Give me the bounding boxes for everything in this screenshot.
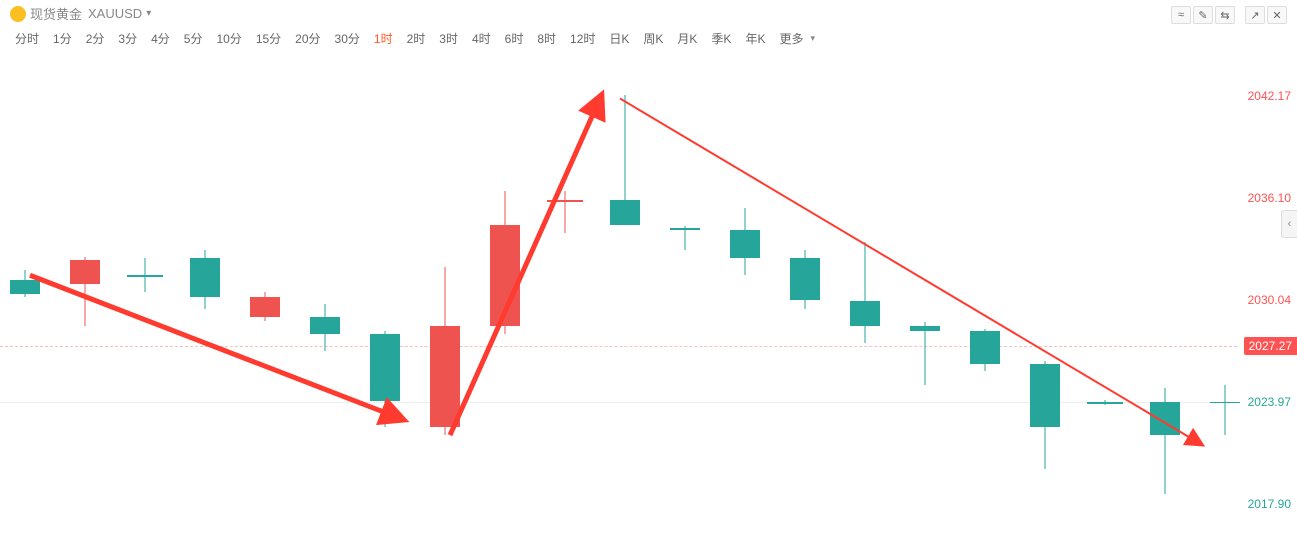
timeframe-5分[interactable]: 5分 bbox=[179, 28, 208, 49]
timeframe-more[interactable]: 更多 bbox=[774, 28, 808, 49]
timeframe-4分[interactable]: 4分 bbox=[146, 28, 175, 49]
timeframe-季K[interactable]: 季K bbox=[706, 28, 736, 49]
trend-arrow bbox=[450, 99, 600, 436]
current-price-line bbox=[0, 346, 1237, 347]
chart-tools: ≈✎⇆ ↗✕ bbox=[1171, 6, 1287, 24]
timeframe-月K[interactable]: 月K bbox=[672, 28, 702, 49]
timeframe-1分[interactable]: 1分 bbox=[48, 28, 77, 49]
timeframe-2分[interactable]: 2分 bbox=[81, 28, 110, 49]
timeframe-4时[interactable]: 4时 bbox=[467, 28, 496, 49]
price-axis: 2042.17 2036.10 2030.04 2023.97 2017.90 2027.… bbox=[1237, 48, 1297, 553]
symbol-icon bbox=[10, 6, 26, 22]
compare-icon[interactable]: ⇆ bbox=[1215, 6, 1235, 24]
timeframe-3分[interactable]: 3分 bbox=[113, 28, 142, 49]
fullscreen-icon[interactable]: ↗ bbox=[1245, 6, 1265, 24]
timeframe-12时[interactable]: 12时 bbox=[565, 28, 600, 49]
collapse-panel-button[interactable]: ‹ bbox=[1281, 210, 1297, 238]
timeframe-2时[interactable]: 2时 bbox=[402, 28, 431, 49]
timeframe-20分[interactable]: 20分 bbox=[290, 28, 325, 49]
timeframe-bar: 分时1分2分3分4分5分10分15分20分30分1时2时3时4时6时8时12时日… bbox=[10, 28, 815, 49]
timeframe-10分[interactable]: 10分 bbox=[211, 28, 246, 49]
y-axis-label: 2042.17 bbox=[1248, 89, 1291, 103]
current-price-tag: 2027.27 bbox=[1244, 337, 1297, 355]
timeframe-年K[interactable]: 年K bbox=[740, 28, 770, 49]
timeframe-30分[interactable]: 30分 bbox=[330, 28, 365, 49]
symbol-selector[interactable]: 现货黄金 XAUUSD ▾ bbox=[10, 4, 151, 23]
close-icon[interactable]: ✕ bbox=[1267, 6, 1287, 24]
y-axis-label: 2030.04 bbox=[1248, 293, 1291, 307]
timeframe-3时[interactable]: 3时 bbox=[434, 28, 463, 49]
symbol-name: 现货黄金 bbox=[30, 4, 82, 23]
annotation-layer bbox=[0, 48, 1237, 553]
timeframe-1时[interactable]: 1时 bbox=[369, 28, 398, 49]
indicator-icon[interactable]: ≈ bbox=[1171, 6, 1191, 24]
chevron-down-icon: ▾ bbox=[810, 33, 815, 44]
timeframe-日K[interactable]: 日K bbox=[604, 28, 634, 49]
trend-arrow bbox=[620, 99, 1200, 444]
candlestick-chart[interactable] bbox=[0, 48, 1237, 553]
symbol-ticker: XAUUSD bbox=[88, 6, 142, 21]
timeframe-6时[interactable]: 6时 bbox=[500, 28, 529, 49]
y-axis-label: 2036.10 bbox=[1248, 191, 1291, 205]
timeframe-15分[interactable]: 15分 bbox=[251, 28, 286, 49]
timeframe-分时[interactable]: 分时 bbox=[10, 28, 44, 49]
y-axis-label: 2023.97 bbox=[1248, 395, 1291, 409]
chevron-down-icon: ▾ bbox=[146, 8, 151, 19]
chart-toolbar: 现货黄金 XAUUSD ▾ 分时1分2分3分4分5分10分15分20分30分1时… bbox=[0, 0, 1297, 48]
draw-icon[interactable]: ✎ bbox=[1193, 6, 1213, 24]
timeframe-周K[interactable]: 周K bbox=[638, 28, 668, 49]
y-axis-label: 2017.90 bbox=[1248, 497, 1291, 511]
timeframe-8时[interactable]: 8时 bbox=[532, 28, 561, 49]
